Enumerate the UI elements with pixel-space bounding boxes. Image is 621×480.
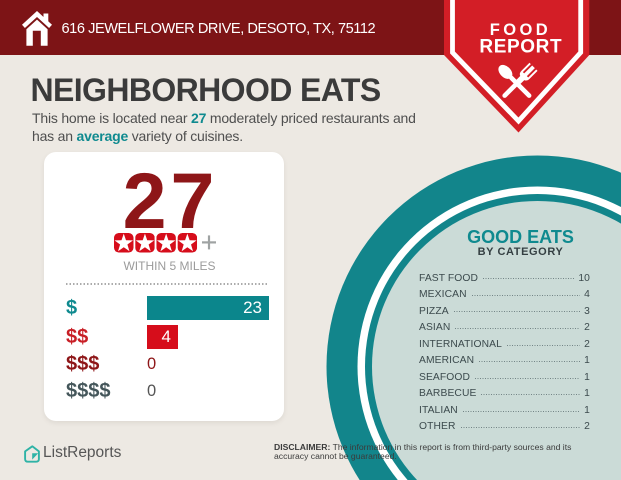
svg-text:REPORT: REPORT bbox=[479, 37, 562, 58]
svg-text:FOOD: FOOD bbox=[490, 21, 551, 39]
